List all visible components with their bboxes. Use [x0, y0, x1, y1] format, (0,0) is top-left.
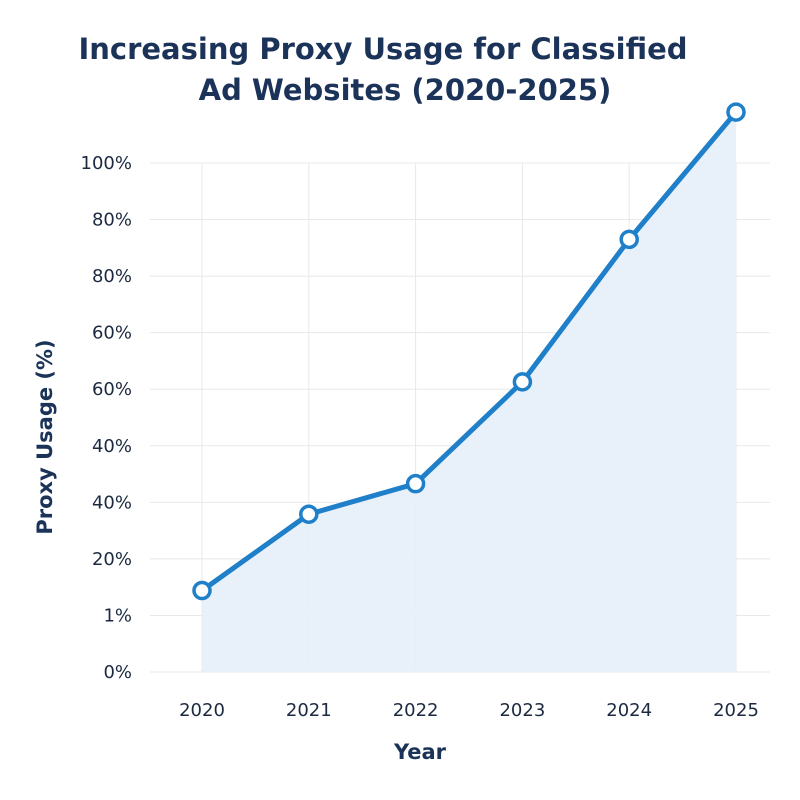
y-tick-label: 0% — [103, 662, 132, 683]
y-axis-label: Proxy Usage (%) — [33, 339, 57, 534]
x-tick-label: 2023 — [499, 700, 545, 721]
series-line — [199, 109, 739, 594]
x-tick-label: 2020 — [179, 700, 225, 721]
y-tick-label: 80% — [92, 210, 132, 231]
y-tick-label: 20% — [92, 549, 132, 570]
x-axis-label: Year — [393, 740, 447, 764]
data-point — [726, 102, 746, 122]
x-tick-label: 2021 — [286, 700, 332, 721]
data-point — [512, 372, 533, 392]
area-fill — [202, 112, 736, 673]
x-tick-label: 2025 — [713, 700, 759, 721]
x-tick-label: 2022 — [393, 700, 439, 721]
y-tick-label: 100% — [81, 153, 132, 174]
y-tick-label: 60% — [92, 323, 132, 344]
y-tick-label: 1% — [103, 605, 132, 626]
y-tick-label: 80% — [92, 266, 132, 287]
data-point — [299, 504, 319, 524]
data-point — [619, 229, 639, 250]
chart-title-line-1: Increasing Proxy Usage for Classified — [78, 32, 687, 66]
y-tick-label: 40% — [92, 436, 132, 457]
data-point — [192, 580, 212, 601]
chart-title-line-2: Ad Websites (2020-2025) — [199, 73, 612, 107]
y-tick-label: 40% — [92, 492, 132, 513]
x-tick-label: 2024 — [606, 700, 652, 721]
data-point — [405, 473, 426, 494]
y-tick-label: 60% — [92, 379, 132, 400]
